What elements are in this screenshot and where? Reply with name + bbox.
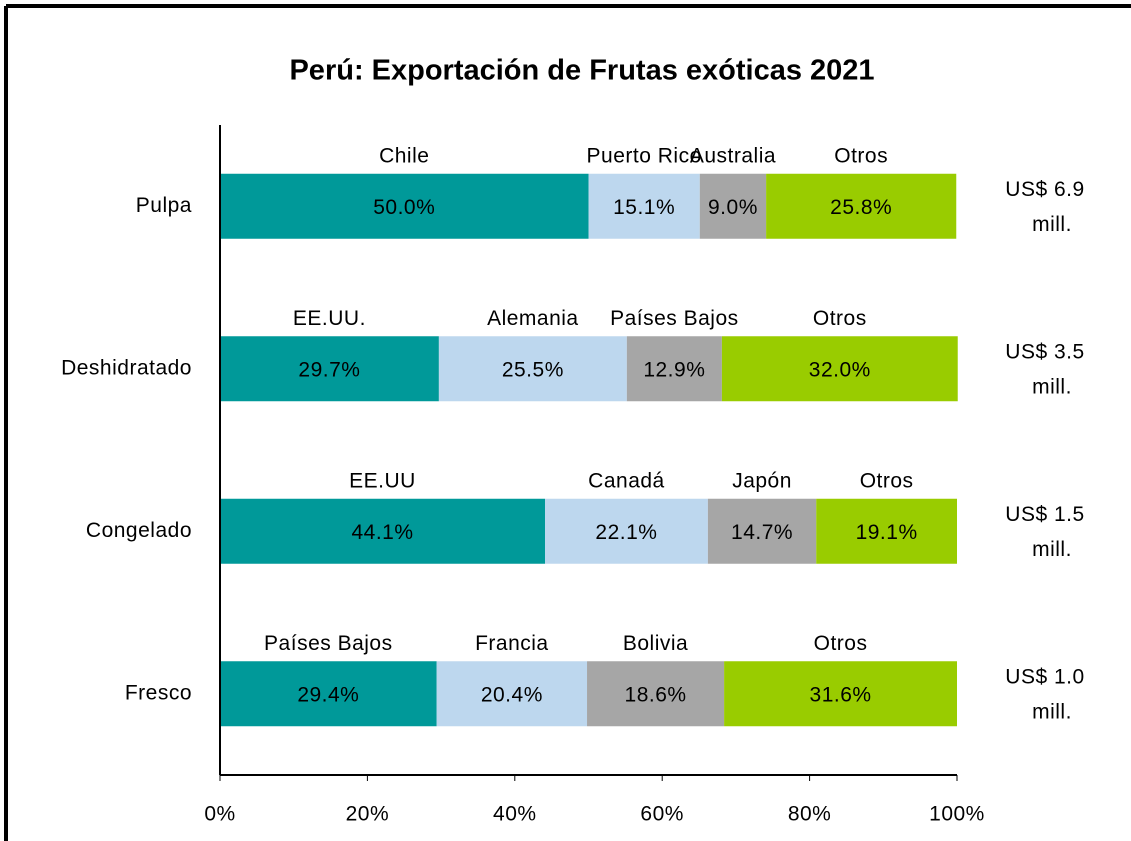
total-label: mill. [1032,213,1072,236]
total-label: US$ 6.9 [1005,178,1084,201]
value-label: 25.5% [502,358,564,381]
total-label: mill. [1032,375,1072,398]
segment-label: Alemania [487,307,579,330]
total-label: US$ 3.5 [1005,340,1084,363]
total-label: US$ 1.5 [1005,503,1084,526]
bar-segment [220,661,437,727]
segment-label: Australia [690,144,776,167]
segment-label: Otros [813,307,867,330]
value-label: 25.8% [830,196,892,219]
total-label: mill. [1032,538,1072,561]
segment-label: Bolivia [623,632,688,655]
bar-segment [816,498,957,564]
bar-segment [707,498,817,564]
segment-label: EE.UU [349,469,416,492]
segment-label: Japón [732,469,792,492]
bar-segment [220,336,439,402]
bar-segment [545,498,708,564]
total-label: US$ 1.0 [1005,665,1084,688]
value-label: 29.7% [298,358,360,381]
segment-label: Países Bajos [610,307,739,330]
bar-segment [588,173,700,239]
value-label: 22.1% [595,521,657,544]
x-tick-label: 20% [346,803,390,826]
bar-segment [587,661,725,727]
bar-segment [220,498,546,564]
category-label: Deshidratado [61,356,192,379]
value-label: 32.0% [809,358,871,381]
segment-label: Puerto Rico [587,144,702,167]
value-label: 12.9% [643,358,705,381]
x-tick-label: 0% [204,803,235,826]
segment-label: Francia [475,632,549,655]
category-label: Fresco [125,681,192,704]
bar-segment [220,173,589,239]
x-tick-label: 80% [788,803,832,826]
bar-segment [721,336,958,402]
segment-label: EE.UU. [293,307,366,330]
total-label: mill. [1032,700,1072,723]
x-tick-label: 40% [493,803,537,826]
category-label: Pulpa [136,194,192,217]
bar-segment [438,336,627,402]
value-label: 15.1% [613,196,675,219]
value-label: 18.6% [625,683,687,706]
x-tick-label: 60% [640,803,684,826]
value-label: 31.6% [810,683,872,706]
bar-segment [699,173,767,239]
chart-title: Perú: Exportación de Frutas exóticas 202… [289,55,874,87]
value-label: 14.7% [731,521,793,544]
bar-segment [626,336,722,402]
value-label: 44.1% [351,521,413,544]
segment-label: Chile [379,144,429,167]
value-label: 20.4% [481,683,543,706]
value-label: 50.0% [373,196,435,219]
segment-label: Países Bajos [264,632,393,655]
x-tick-label: 100% [929,803,985,826]
category-label: Congelado [86,519,192,542]
value-label: 9.0% [708,196,758,219]
segment-label: Otros [860,469,914,492]
bar-segment [436,661,588,727]
bar-segment [724,661,957,727]
segment-label: Canadá [588,469,665,492]
segment-label: Otros [834,144,888,167]
value-label: 29.4% [297,683,359,706]
value-label: 19.1% [856,521,918,544]
segment-label: Otros [814,632,868,655]
bar-segment [766,173,957,239]
